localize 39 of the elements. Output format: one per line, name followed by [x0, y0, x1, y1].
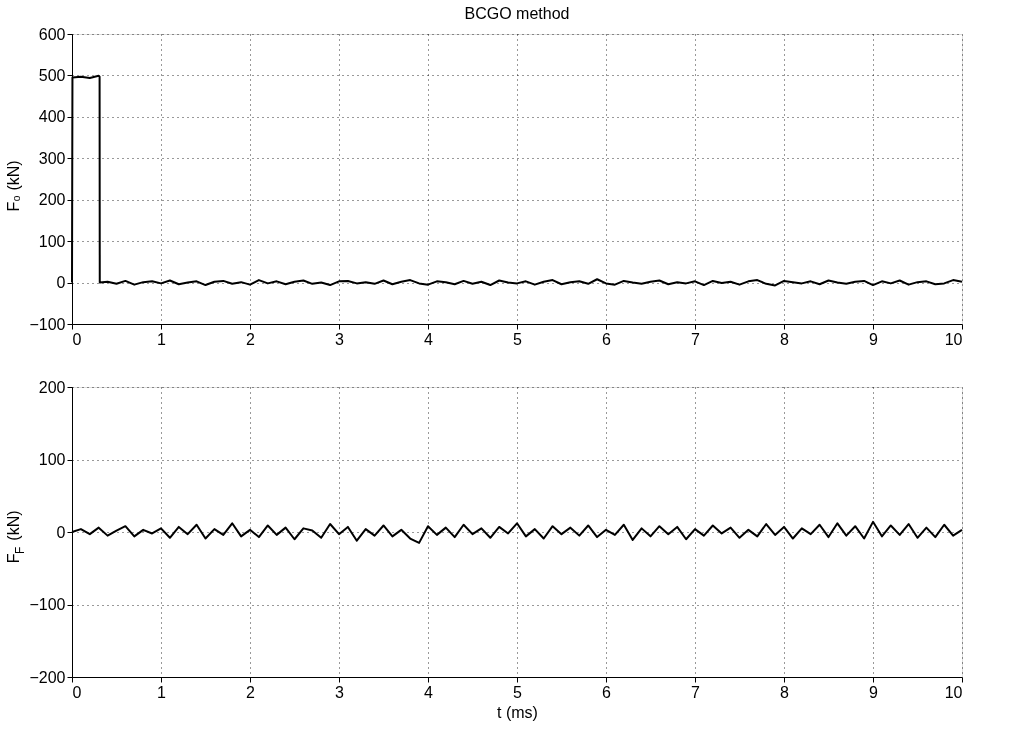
x-axis-title: t (ms): [497, 703, 538, 721]
y-tick-label: 600: [38, 25, 66, 43]
x-tick-label: 2: [246, 330, 256, 348]
y-tick-label: 200: [38, 378, 66, 396]
y-tick-label: −100: [29, 596, 66, 613]
x-tick-label: 10: [944, 683, 963, 701]
x-tick-label: 1: [157, 330, 167, 348]
x-tick-label: 0: [72, 683, 82, 701]
x-tick-label: 7: [691, 683, 701, 701]
x-tick-label: 7: [691, 330, 701, 348]
y-tick-label: 100: [38, 232, 66, 250]
x-tick-label: 4: [424, 330, 434, 348]
x-tick-label: 3: [335, 330, 345, 348]
x-tick-label: 8: [780, 330, 790, 348]
x-tick-label: 6: [602, 683, 612, 701]
y-tick-label: −100: [29, 315, 66, 333]
y-tick-label: 500: [38, 66, 66, 84]
y-tick-label: 400: [38, 108, 66, 126]
y-axis-title: FF (kN): [5, 510, 27, 564]
x-tick-label: 3: [335, 683, 345, 701]
y-tick-label: 200: [38, 191, 66, 209]
y-tick-label: 0: [56, 523, 66, 541]
x-tick-label: 4: [424, 683, 434, 701]
y-tick-label: 0: [56, 274, 66, 292]
x-tick-label: 9: [869, 683, 879, 701]
x-tick-label: 0: [72, 330, 82, 348]
y-tick-label: 100: [38, 451, 66, 468]
x-tick-label: 8: [780, 683, 790, 701]
x-tick-label: 10: [944, 330, 963, 348]
x-tick-label: 5: [513, 683, 523, 701]
y-tick-label: 300: [38, 149, 66, 167]
y-axis-title: F₀ (kN): [5, 160, 22, 212]
y-tick-label: −200: [29, 668, 66, 686]
x-tick-label: 6: [602, 330, 612, 348]
x-tick-label: 5: [513, 330, 523, 348]
chart-title: BCGO method: [464, 5, 570, 22]
x-tick-label: 1: [157, 683, 167, 701]
x-tick-label: 9: [869, 330, 879, 348]
x-tick-label: 2: [246, 683, 256, 701]
